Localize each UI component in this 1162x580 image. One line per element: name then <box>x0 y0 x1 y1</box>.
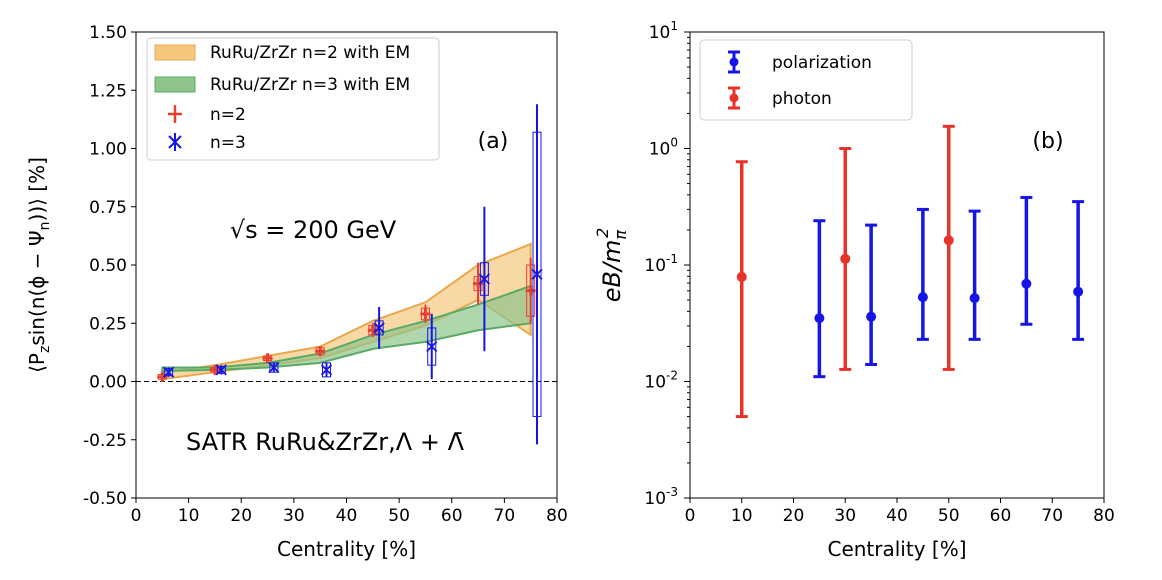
legend-marker-n3 <box>168 133 182 151</box>
marker-polarization <box>866 311 877 322</box>
panel-b-label: (b) <box>1032 129 1063 154</box>
legend-marker-n2 <box>168 105 182 123</box>
panel-a-y-axis-label: ⟨Pzsin(n(ϕ − Ψn))⟩ [%] <box>25 157 53 373</box>
panel-a-ticks: 0 10 20 30 40 50 60 70 80 -0.50 -0.25 0.00 0.25 0.50 0… <box>83 23 568 526</box>
x-tick-label: 50 <box>388 506 410 526</box>
y-tick-label: 1.50 <box>89 23 127 43</box>
x-tick-label: 80 <box>546 506 568 526</box>
legend-swatch-n2-band <box>154 44 196 61</box>
legend-swatch-n3-band <box>154 76 196 93</box>
system-annotation: SATR RuRu&ZrZr,Λ + Λ̄ <box>186 428 465 456</box>
legend-entry-n3-band: RuRu/ZrZr n=3 with EM <box>210 75 410 95</box>
x-tick-label: 70 <box>1041 506 1063 526</box>
panel-a-plot-area <box>136 104 557 445</box>
marker-n3 <box>268 361 280 374</box>
panel-a-legend-box <box>146 37 440 161</box>
y-tick-label: 10-3 <box>644 485 678 509</box>
y-tick-label: 1.00 <box>89 140 127 160</box>
panel-b-y-axis-label: eB/mπ2 <box>593 228 630 303</box>
marker-n3 <box>478 273 491 285</box>
panel-b-x-axis-label: Centrality [%] <box>827 537 966 561</box>
x-tick-label: 20 <box>783 506 805 526</box>
marker-polarization <box>969 293 980 304</box>
marker-photon <box>840 253 851 264</box>
x-tick-label: 10 <box>731 506 753 526</box>
marker-polarization <box>814 313 825 324</box>
y-tick-label: 1.25 <box>89 81 127 101</box>
marker-n3 <box>373 322 385 334</box>
panel-b-plot-area <box>735 124 1085 419</box>
marker-n3 <box>162 366 175 378</box>
marker-photon <box>943 235 954 246</box>
y-tick-label: 10-1 <box>644 252 678 276</box>
panel-a-label: (a) <box>478 129 509 154</box>
legend-entry-n2-band: RuRu/ZrZr n=2 with EM <box>210 43 410 63</box>
marker-polarization <box>1021 278 1032 289</box>
y-tick-label: -0.25 <box>83 431 127 451</box>
x-tick-label: 40 <box>886 506 908 526</box>
panel-a-x-axis-label: Centrality [%] <box>277 537 416 561</box>
marker-n3 <box>215 364 227 376</box>
panel-b: 0 10 20 30 40 50 60 70 80 10-3 10-2 10-1 100 101 Cent… <box>593 19 1115 561</box>
panel-a-legend: RuRu/ZrZr n=2 with EM RuRu/ZrZr n=3 with… <box>146 37 440 161</box>
y-tick-label: 0.00 <box>89 373 127 393</box>
y-tick-label: 101 <box>649 19 678 43</box>
legend-entry-photon: photon <box>772 89 832 109</box>
panel-b-legend: polarization photon <box>699 39 913 121</box>
y-tick-label: 100 <box>649 136 678 160</box>
x-tick-label: 30 <box>834 506 856 526</box>
x-tick-label: 50 <box>938 506 960 526</box>
marker-n3 <box>320 364 333 376</box>
y-tick-label: 10-2 <box>644 369 678 393</box>
x-tick-label: 10 <box>178 506 200 526</box>
y-tick-label: 0.50 <box>89 256 127 276</box>
marker-n3 <box>426 340 438 353</box>
x-tick-label: 0 <box>131 506 142 526</box>
legend-entry-n3: n=3 <box>210 133 246 153</box>
marker-polarization <box>1073 286 1084 297</box>
legend-entry-polarization: polarization <box>772 53 872 73</box>
panel-b-ticks: 0 10 20 30 40 50 60 70 80 10-3 10-2 10-1 100 101 <box>644 19 1114 526</box>
marker-n3 <box>531 268 543 280</box>
x-tick-label: 0 <box>685 506 696 526</box>
x-tick-label: 30 <box>283 506 305 526</box>
panel-b-legend-box <box>699 39 913 121</box>
marker-photon <box>736 271 747 282</box>
marker-polarization <box>917 292 928 303</box>
y-tick-label: 0.25 <box>89 314 127 334</box>
x-tick-label: 60 <box>990 506 1012 526</box>
x-tick-label: 20 <box>230 506 252 526</box>
energy-annotation: √s = 200 GeV <box>230 216 397 244</box>
panel-a: 0 10 20 30 40 50 60 70 80 -0.50 -0.25 0.00 0.25 0.50 0… <box>25 23 568 561</box>
x-tick-label: 40 <box>336 506 358 526</box>
legend-marker-photon <box>728 86 740 110</box>
x-tick-label: 60 <box>441 506 463 526</box>
y-tick-label: 0.75 <box>89 198 127 218</box>
x-tick-label: 80 <box>1093 506 1115 526</box>
legend-marker-polarization <box>728 50 740 74</box>
x-tick-label: 70 <box>494 506 516 526</box>
y-tick-label: -0.50 <box>83 489 127 509</box>
legend-entry-n2: n=2 <box>210 105 246 125</box>
